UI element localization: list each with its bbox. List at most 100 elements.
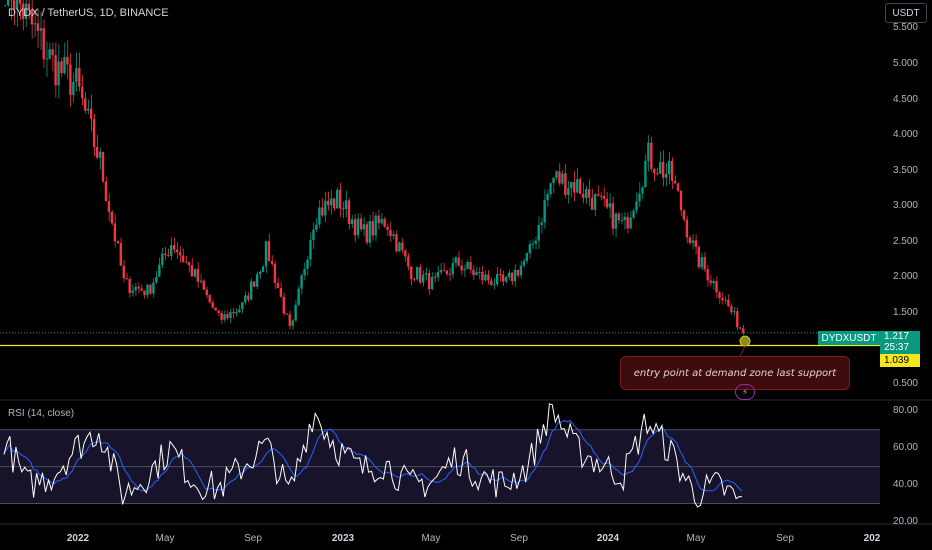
candle-body [327,200,330,206]
candle-body [288,314,291,326]
currency-button[interactable]: USDT [885,3,927,23]
candle-body [267,241,271,262]
rsi-tick-label: 60.00 [892,442,918,454]
candle-body [670,160,674,181]
candle-body [516,269,520,276]
candle-body [555,171,558,178]
candle-body [650,142,653,169]
bar-countdown: 25:37 [884,342,910,353]
candle-body [353,219,357,236]
candle-body [424,273,428,275]
price-tick-label: 2.500 [892,235,918,247]
annotation-callout[interactable]: entry point at demand zone last support [620,356,850,390]
annotation-pointer [739,345,746,357]
candle-body [679,190,683,211]
candle-body [42,28,45,60]
candle-body [107,201,111,212]
candle-body [312,229,315,241]
candle-body [146,284,149,296]
candle-body [715,281,718,293]
price-tick-label: 3.000 [892,200,918,212]
candle-body [321,207,324,216]
candle-body [647,142,650,161]
candle-body [519,265,523,276]
candle-body [178,252,182,256]
candle-body [149,284,152,294]
candle-body [235,311,238,314]
candle-body [211,302,214,308]
candle-body [395,234,398,252]
candle-body [460,265,463,271]
candle-body [208,295,211,303]
candle-body [614,213,617,229]
time-tick-label: May [155,533,175,544]
candle-body [81,86,84,99]
candle-body [596,194,600,196]
candle-body [318,207,321,225]
candle-body [380,218,383,224]
candle-body [537,225,540,241]
candle-body [564,173,567,195]
rsi-tick-label: 20.00 [892,516,918,527]
candle-body [605,198,609,208]
candle-body [252,281,256,287]
rsi-legend-label: RSI (14, close) [8,408,75,419]
candle-body [303,268,306,276]
lightning-icon[interactable]: ⚡ [735,384,755,400]
candle-body [507,272,511,278]
candle-body [122,265,125,279]
candle-body [24,3,28,19]
price-tick-label: 5.000 [892,57,918,69]
candle-body [439,270,443,273]
time-tick-label: Sep [776,533,794,544]
candle-body [167,255,170,257]
candle-body [709,280,712,284]
candle-body [493,284,496,286]
candle-body [356,218,360,236]
candle-body [501,274,505,282]
candle-body [706,269,709,281]
candle-body [623,216,626,220]
candle-body [205,289,208,296]
candle-body [436,272,440,278]
candle-body [21,3,25,19]
candle-body [570,182,573,189]
candle-body [119,242,122,266]
candle-body [599,195,603,197]
candle-body [579,179,582,194]
candle-body [18,0,22,4]
price-tick-label: 3.500 [892,164,918,176]
candle-body [238,309,241,312]
price-tick-label: 4.000 [892,129,918,141]
candle-body [294,304,297,321]
candle-body [202,280,205,290]
candle-body [196,269,200,282]
candle-body [567,188,570,195]
candle-body [335,189,339,209]
candle-body [92,118,96,147]
last-price-tag: 1.217 25:37 [880,331,920,355]
candle-body [143,290,146,296]
candle-body [697,246,700,268]
candle-body [427,273,431,290]
chart-title: DYDX / TetherUS, 1D, BINANCE [8,7,169,19]
candle-body [39,28,42,31]
candle-body [608,203,612,208]
candle-body [110,211,114,224]
candle-body [504,277,508,282]
time-tick-label: May [421,533,441,544]
candle-body [430,277,434,290]
candle-body [158,264,161,277]
candle-body [620,219,623,221]
candle-body [371,220,374,236]
candle-body [84,98,87,111]
candle-body [733,311,736,313]
candle-body [78,68,81,87]
candle-body [190,265,194,277]
candle-body [685,219,689,238]
candle-body [549,183,552,195]
candle-body [407,256,410,267]
candle-body [469,261,472,270]
candle-body [54,55,57,86]
